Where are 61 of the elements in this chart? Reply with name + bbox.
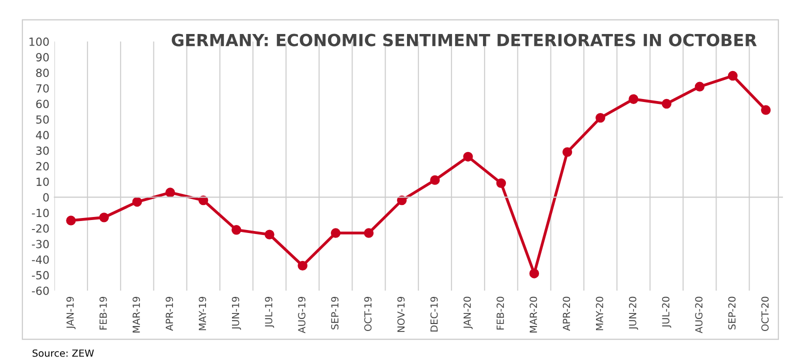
x-tick-label: SEP-20 (728, 296, 736, 330)
point (562, 147, 572, 157)
point (529, 268, 540, 278)
y-tick-label: 40 (36, 130, 49, 140)
y-tick-label: 80 (36, 68, 49, 78)
point (463, 152, 473, 162)
point (232, 225, 242, 235)
point (66, 216, 76, 226)
x-tick-label: JAN-20 (464, 296, 473, 330)
x-tick-label: SEP-19 (331, 296, 338, 330)
point (364, 228, 374, 238)
x-tick-label: MAY-20 (596, 296, 604, 330)
y-tick-label: 60 (36, 100, 49, 108)
y-tick-label: 90 (36, 53, 49, 62)
point (430, 175, 440, 185)
point (728, 70, 738, 81)
y-tick-label: 70 (36, 84, 49, 93)
x-tick-label: MAR-20 (530, 296, 538, 332)
source-note: Source: ZEW (32, 349, 94, 357)
x-tick-label: AUG-20 (695, 296, 702, 334)
point (496, 178, 506, 188)
x-tick-label: OCT-20 (761, 296, 769, 331)
y-tick-label: 100 (30, 37, 49, 46)
x-tick-label: FEB-20 (496, 296, 504, 330)
x-tick-label: APR-20 (562, 296, 570, 331)
y-tick-label: 50 (36, 115, 49, 124)
y-tick-label: -60 (32, 286, 49, 295)
point (99, 212, 109, 222)
x-tick-label: JUN-19 (232, 296, 242, 330)
y-tick-label: -40 (32, 255, 49, 264)
x-tick-label: OCT-19 (364, 296, 372, 331)
point (760, 105, 771, 115)
x-tick-label: APR-19 (166, 296, 174, 331)
point (165, 188, 176, 198)
y-tick-label: 0 (43, 193, 49, 202)
y-tick-label: 10 (36, 178, 49, 186)
x-tick-label: MAY-19 (198, 296, 206, 330)
point (298, 260, 308, 271)
point (596, 112, 606, 123)
y-tick-label: -30 (32, 240, 49, 248)
x-tick-label: JUN-20 (628, 296, 638, 330)
x-tick-label: JAN-19 (66, 296, 76, 330)
point (628, 94, 638, 104)
chart-title: GERMANY: ECONOMIC SENTIMENT DETERIORATES IN OCTOBER (172, 34, 757, 46)
y-tick-label: -50 (32, 271, 49, 280)
point (662, 98, 672, 109)
y-tick-label: -20 (32, 224, 49, 233)
y-tick-label: 30 (36, 146, 49, 155)
x-tick-label: MAR-19 (132, 296, 140, 332)
point (330, 228, 341, 238)
x-tick-label: FEB-19 (100, 296, 107, 330)
x-tick-label: AUG-19 (298, 296, 306, 334)
x-tick-label: JUL-19 (264, 296, 274, 328)
point (132, 197, 142, 207)
point (264, 230, 274, 240)
x-tick-label: NOV-19 (397, 296, 405, 332)
x-tick-label: DEC-19 (430, 296, 438, 332)
x-tick-label: JUL-20 (662, 296, 672, 328)
y-tick-label: 20 (36, 162, 49, 170)
y-tick-label: -10 (32, 208, 49, 218)
point (694, 82, 705, 92)
